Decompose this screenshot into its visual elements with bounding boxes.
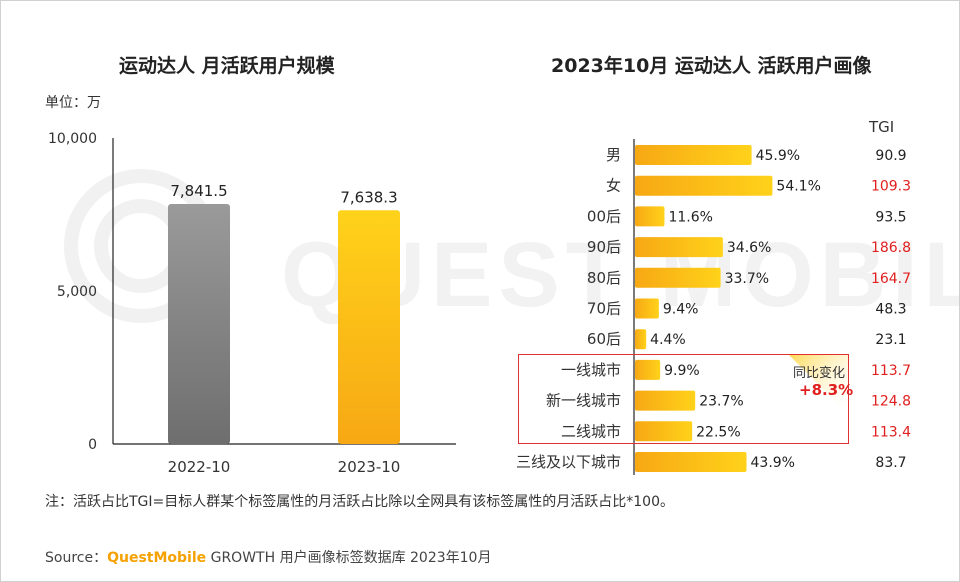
x-tick-label: 2023-10 bbox=[338, 458, 401, 476]
right-chart-title: 2023年10月 运动达人 活跃用户画像 bbox=[551, 55, 872, 77]
tgi-value: 113.4 bbox=[871, 424, 911, 440]
bar-value-label: 7,638.3 bbox=[340, 188, 397, 206]
category-label: 新一线城市 bbox=[546, 392, 621, 410]
city-tier-highlight-box bbox=[518, 354, 849, 444]
y-tick-label: 5,000 bbox=[57, 284, 97, 300]
category-label: 90后 bbox=[587, 238, 621, 256]
left-bar-chart: 0 5,000 10,000 7,841.5 2022-10 7,638.3 2023-1… bbox=[48, 131, 456, 476]
footnote: 注：活跃占比TGI=目标人群某个标签属性的月活跃占比除以全网具有该标签属性的月活… bbox=[45, 494, 674, 510]
tgi-value: 186.8 bbox=[871, 240, 911, 256]
hbar-value-label: 11.6% bbox=[668, 209, 712, 225]
hbar-90后 bbox=[635, 237, 723, 258]
hbar-70后 bbox=[635, 298, 659, 319]
x-tick-label: 2022-10 bbox=[168, 458, 231, 476]
tgi-value: 83.7 bbox=[875, 455, 906, 471]
tgi-value: 93.5 bbox=[875, 209, 906, 225]
tgi-value: 113.7 bbox=[871, 363, 911, 379]
hbar-三线及以下城市 bbox=[635, 452, 747, 472]
hbar-value-label: 9.9% bbox=[664, 363, 700, 379]
tgi-header: TGI bbox=[869, 118, 895, 136]
source-brand: QuestMobile bbox=[107, 550, 207, 566]
category-label: 男 bbox=[606, 146, 621, 164]
hbar-value-label: 4.4% bbox=[650, 332, 686, 348]
tgi-value: 23.1 bbox=[875, 332, 906, 348]
category-label: 00后 bbox=[587, 207, 621, 225]
y-tick-label: 10,000 bbox=[48, 131, 97, 147]
tgi-value: 109.3 bbox=[871, 179, 911, 195]
category-label: 一线城市 bbox=[561, 361, 621, 379]
right-bar-chart: 男 45.9% 90.9 女 54.1% 109.3 00后 11.6% 93.5 90后 34.6… bbox=[516, 139, 911, 475]
tgi-value: 48.3 bbox=[875, 302, 906, 318]
tgi-value: 164.7 bbox=[871, 271, 911, 287]
yoy-label: 同比变化 bbox=[793, 366, 846, 381]
source-prefix: Source： bbox=[45, 550, 108, 566]
hbar-二线城市 bbox=[635, 421, 693, 442]
category-label: 60后 bbox=[587, 330, 621, 348]
source-suffix: GROWTH 用户画像标签数据库 2023年10月 bbox=[206, 550, 492, 566]
hbar-60后 bbox=[635, 329, 647, 350]
bar-value-label: 7,841.5 bbox=[170, 182, 227, 200]
y-tick-label: 0 bbox=[88, 437, 97, 453]
bar-2022-10 bbox=[168, 204, 230, 444]
hbar-value-label: 34.6% bbox=[727, 240, 771, 256]
tgi-value: 90.9 bbox=[875, 148, 906, 164]
hbar-value-label: 54.1% bbox=[776, 179, 820, 195]
yoy-highlight-corner bbox=[789, 355, 849, 415]
hbar-value-label: 33.7% bbox=[725, 271, 769, 287]
hbar-男 bbox=[635, 145, 752, 165]
yoy-value: +8.3% bbox=[799, 381, 854, 399]
tgi-value: 124.8 bbox=[871, 394, 911, 410]
hbar-新一线城市 bbox=[635, 390, 696, 411]
bar-2023-10 bbox=[338, 210, 400, 444]
hbar-80后 bbox=[635, 267, 721, 288]
hbar-value-label: 23.7% bbox=[699, 394, 743, 410]
left-chart-title: 运动达人 月活跃用户规模 bbox=[119, 55, 335, 77]
category-label: 80后 bbox=[587, 269, 621, 287]
category-label: 三线及以下城市 bbox=[516, 453, 621, 471]
hbar-value-label: 9.4% bbox=[663, 302, 699, 318]
category-label: 二线城市 bbox=[561, 422, 621, 440]
hbar-00后 bbox=[635, 206, 665, 227]
category-label: 70后 bbox=[587, 300, 621, 318]
hbar-value-label: 43.9% bbox=[751, 455, 795, 471]
hbar-value-label: 22.5% bbox=[696, 424, 740, 440]
hbar-女 bbox=[635, 175, 773, 196]
source-line: Source：QuestMobile GROWTH 用户画像标签数据库 2023… bbox=[45, 547, 491, 567]
hbar-value-label: 45.9% bbox=[756, 148, 800, 164]
unit-label: 单位：万 bbox=[45, 95, 101, 111]
category-label: 女 bbox=[606, 177, 621, 195]
hbar-一线城市 bbox=[635, 359, 661, 380]
